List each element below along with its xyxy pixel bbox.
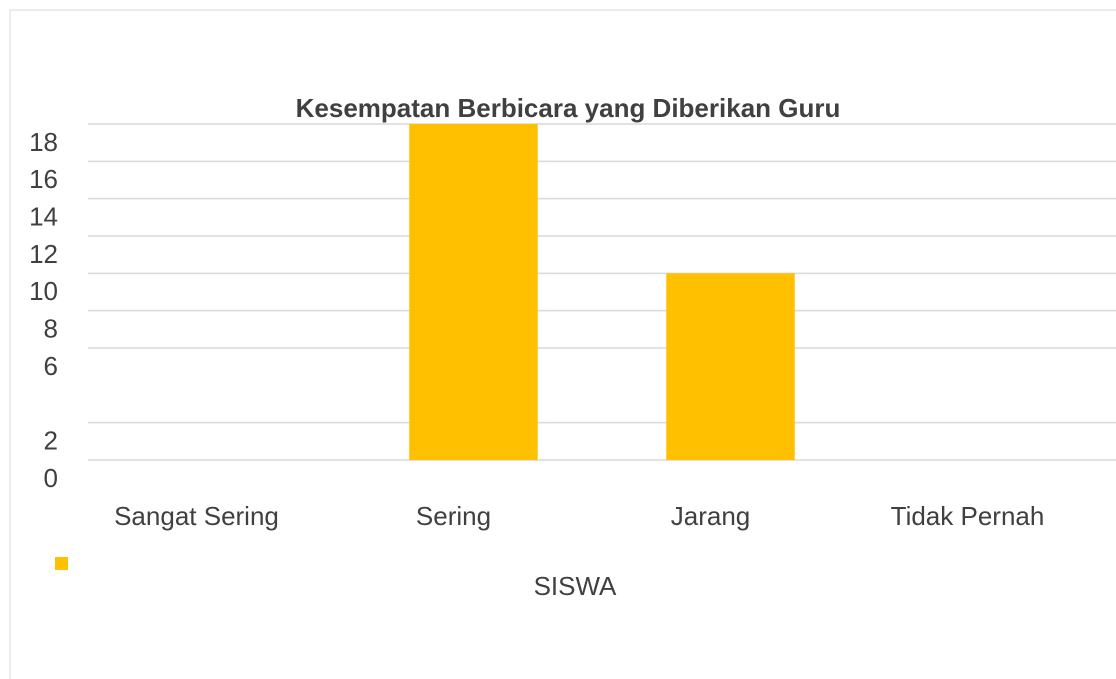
y-tick-label: 12 (29, 239, 58, 269)
x-tick-label: Sering (416, 501, 491, 531)
legend-label: SISWA (534, 571, 617, 601)
x-tick-label: Sangat Sering (114, 501, 279, 531)
y-tick-label: 8 (44, 314, 58, 344)
y-tick-label: 2 (44, 426, 58, 456)
y-tick-label: 6 (44, 351, 58, 381)
legend-swatch (55, 557, 68, 570)
chart-title: Kesempatan Berbicara yang Diberikan Guru (296, 93, 841, 123)
x-tick-label: Tidak Pernah (891, 501, 1045, 531)
y-tick-label: 10 (29, 276, 58, 306)
y-tick-label: 0 (44, 463, 58, 493)
y-tick-label: 14 (29, 202, 58, 232)
bar (409, 124, 538, 460)
bar (666, 273, 795, 460)
x-tick-label: Jarang (671, 501, 751, 531)
chart-frame (9, 9, 1116, 679)
y-tick-label: 18 (29, 127, 58, 157)
y-tick-label: 16 (29, 164, 58, 194)
